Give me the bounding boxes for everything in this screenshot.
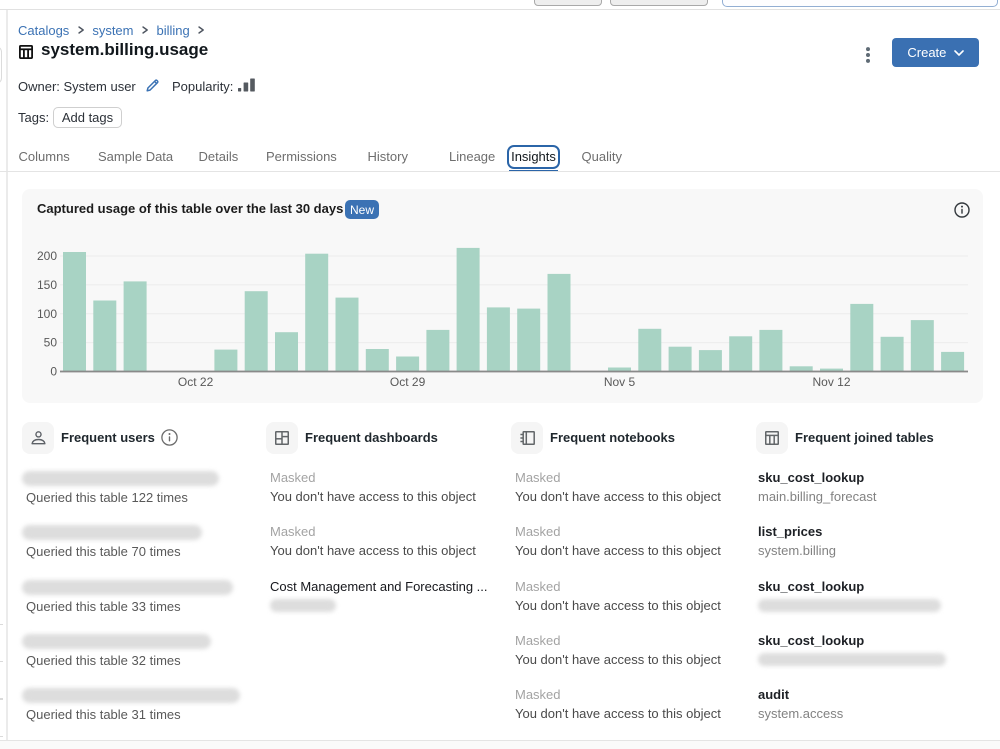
svg-text:50: 50 xyxy=(44,336,58,350)
svg-text:200: 200 xyxy=(37,249,57,263)
svg-text:Oct 22: Oct 22 xyxy=(178,375,214,389)
svg-text:Nov 12: Nov 12 xyxy=(812,375,850,389)
svg-text:150: 150 xyxy=(37,278,57,292)
svg-text:100: 100 xyxy=(37,307,57,321)
svg-text:Oct 29: Oct 29 xyxy=(390,375,426,389)
svg-text:0: 0 xyxy=(50,365,57,379)
svg-text:Nov 5: Nov 5 xyxy=(604,375,636,389)
